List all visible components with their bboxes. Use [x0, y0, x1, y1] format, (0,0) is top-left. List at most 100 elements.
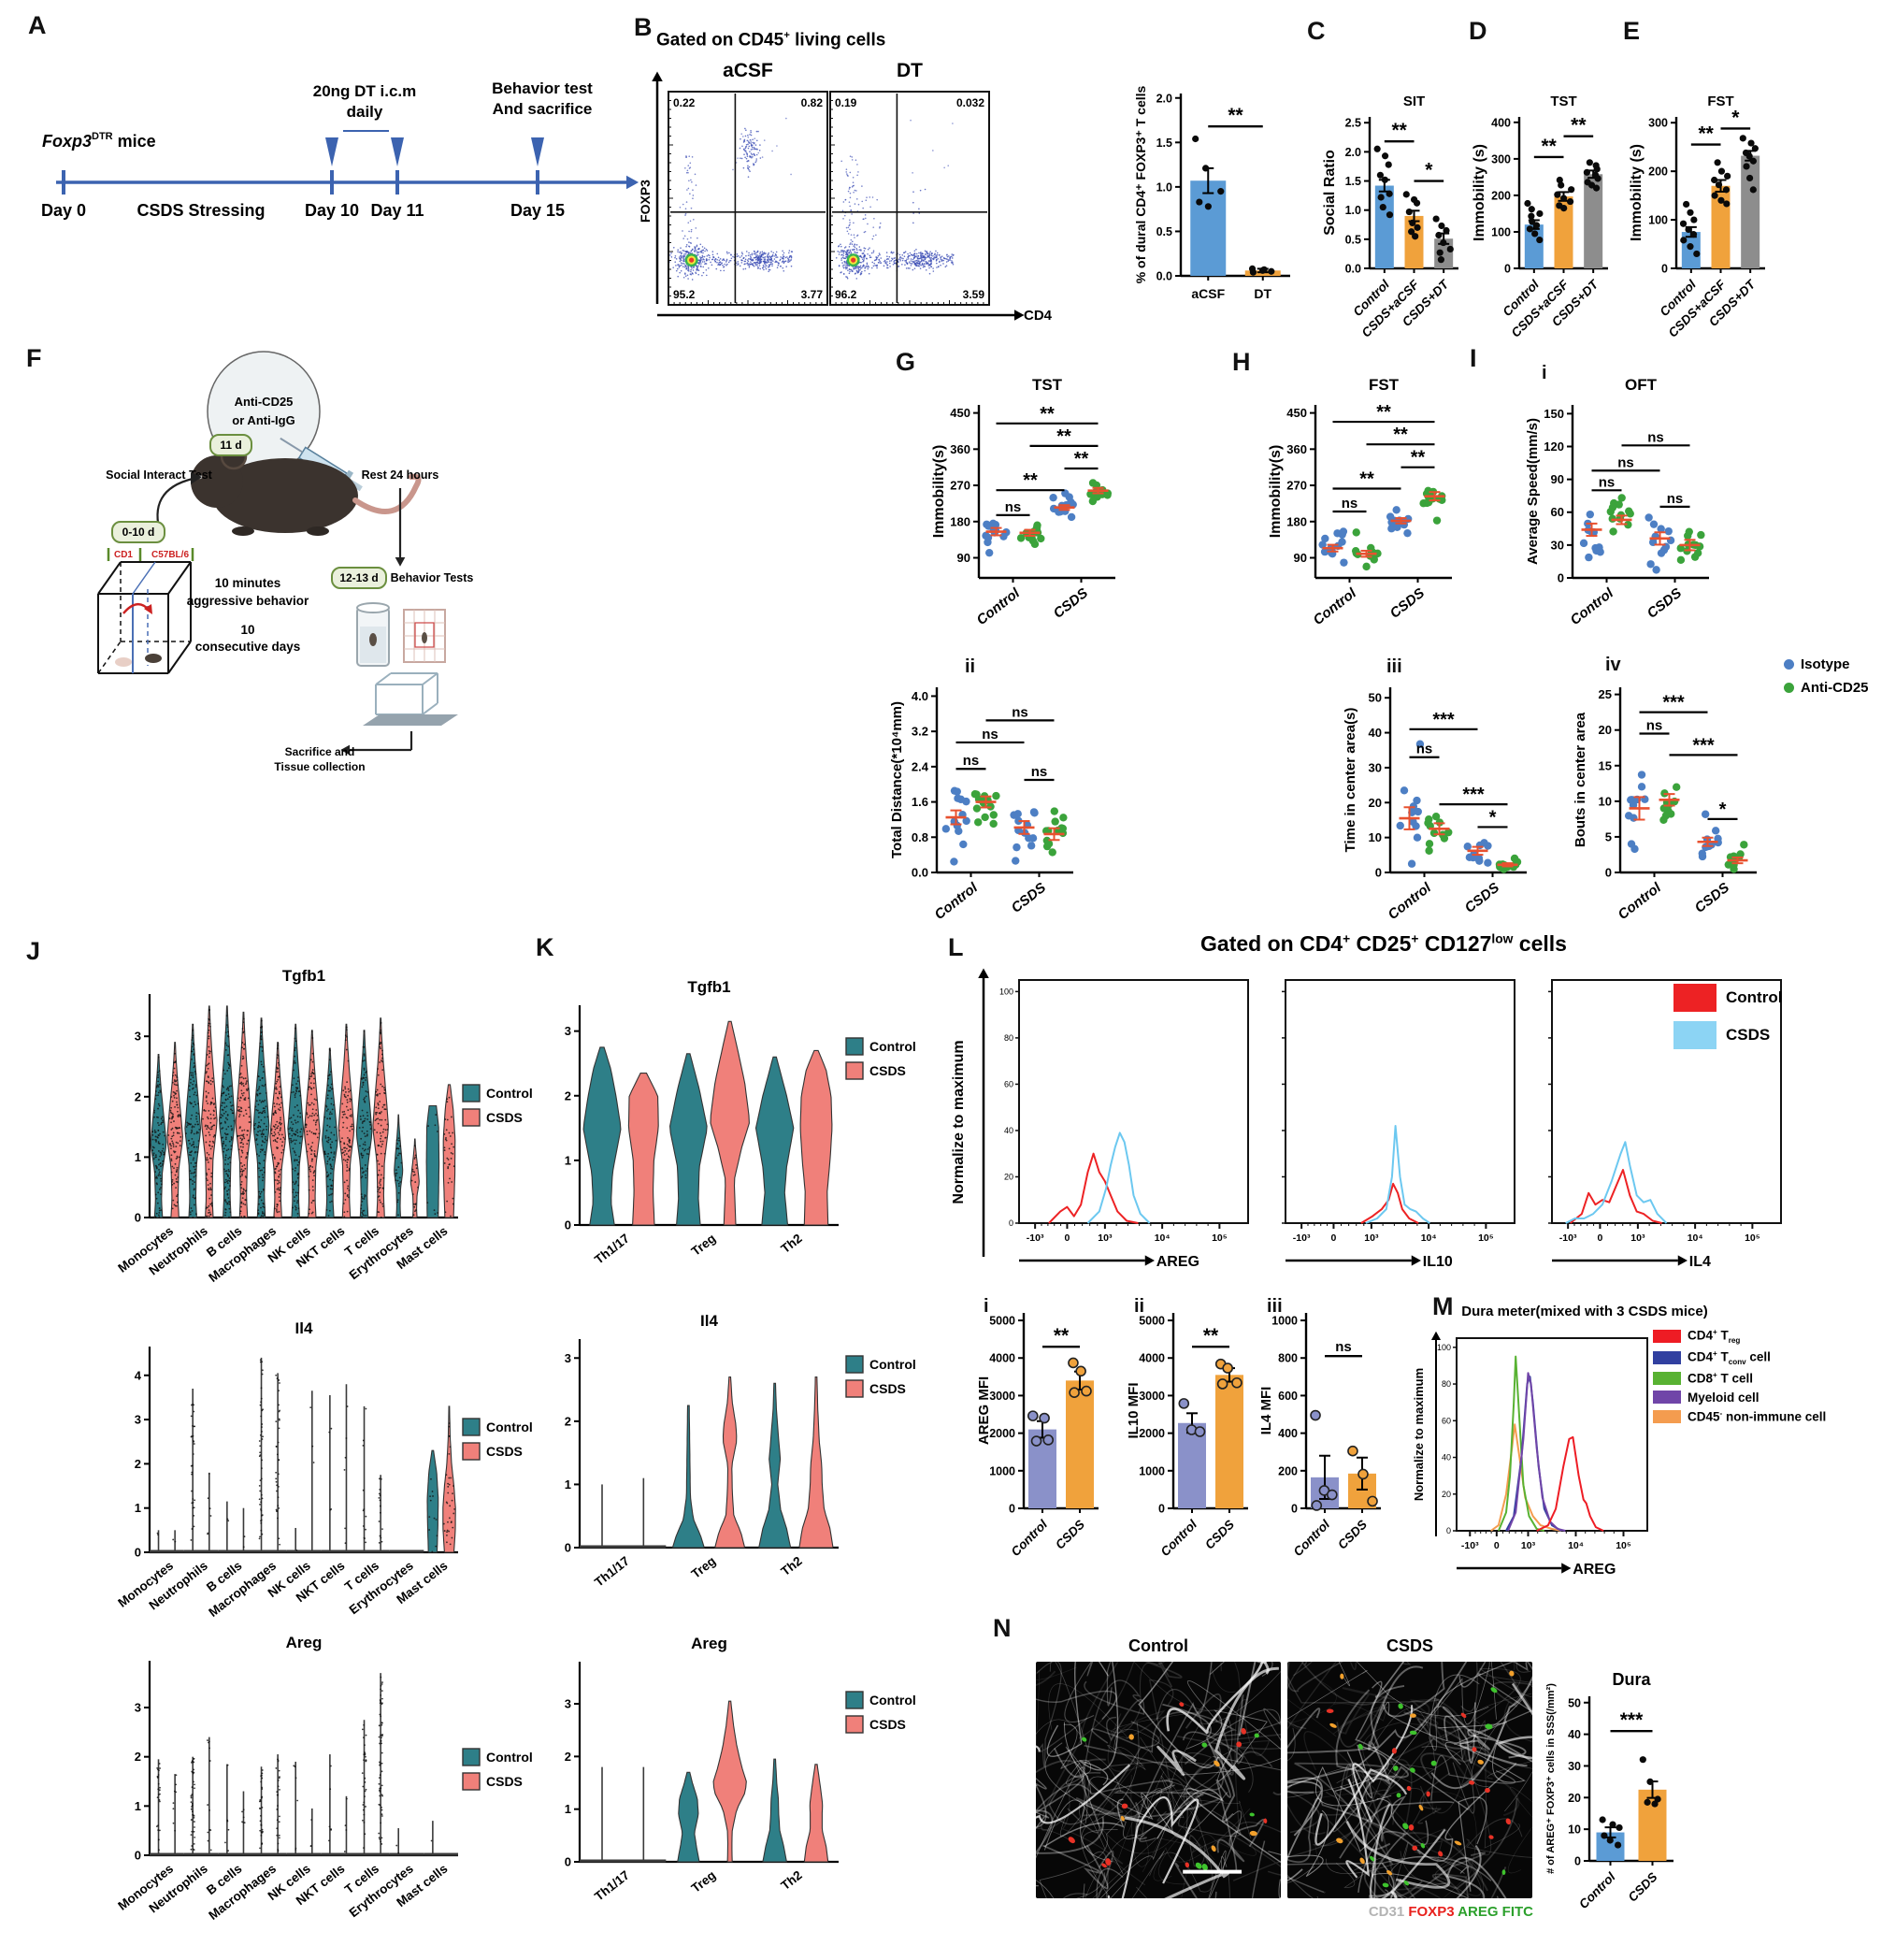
svg-text:**: ** — [1056, 426, 1071, 447]
legend-square-icon — [1653, 1351, 1681, 1365]
legend-label: Control — [1726, 988, 1783, 1006]
svg-text:2: 2 — [565, 1750, 571, 1764]
legend-m-cell-types: CD4+ Treg CD4+ Tconv cell CD8+ T cell Myelo… — [1653, 1328, 1826, 1428]
svg-text:270: 270 — [1286, 479, 1307, 493]
svg-text:0: 0 — [1504, 263, 1511, 276]
svg-text:aCSF: aCSF — [1191, 286, 1225, 301]
svg-text:**: ** — [1411, 448, 1426, 468]
svg-text:CSDS: CSDS — [869, 1063, 906, 1078]
svg-text:Th1/17: Th1/17 — [592, 1232, 632, 1267]
microscopy-image-NM2 — [1287, 1662, 1532, 1898]
svg-text:Control: Control — [1385, 879, 1434, 923]
svg-text:20: 20 — [1369, 796, 1382, 810]
svg-text:3.59: 3.59 — [963, 288, 985, 301]
svg-text:*: * — [1489, 807, 1497, 828]
svg-text:96.2: 96.2 — [835, 288, 857, 301]
svg-text:**: ** — [1541, 136, 1557, 157]
svg-text:-10³: -10³ — [1027, 1232, 1044, 1244]
svg-text:DT: DT — [1254, 286, 1271, 301]
svg-text:2.5: 2.5 — [1345, 117, 1361, 130]
title-segment: + — [783, 30, 790, 41]
svg-text:10: 10 — [1369, 830, 1382, 844]
svg-text:CSDS: CSDS — [869, 1381, 906, 1396]
svg-text:FST: FST — [1707, 94, 1733, 109]
svg-text:40: 40 — [1369, 726, 1382, 740]
svg-text:1: 1 — [565, 1802, 571, 1816]
svg-text:0.8: 0.8 — [912, 830, 928, 844]
svg-text:Areg: Areg — [286, 1634, 323, 1651]
legend-label: Anti-CD25 — [1801, 680, 1869, 696]
svg-text:4: 4 — [135, 1368, 142, 1382]
svg-text:Control: Control — [1567, 584, 1616, 628]
svg-text:Control: Control — [931, 879, 981, 923]
svg-text:ns: ns — [1342, 496, 1358, 512]
svg-text:**: ** — [1376, 402, 1391, 423]
svg-text:FST: FST — [1369, 376, 1400, 394]
chart-K2: 0 1 2 3 Il4 Th1/17 Treg Th2 Control CSDS — [565, 1312, 916, 1590]
panel-label-l: L — [948, 933, 964, 961]
panel-label-k: K — [536, 933, 554, 961]
svg-text:Areg: Areg — [691, 1635, 727, 1652]
caption-stain-label: FOXP3 — [1404, 1904, 1455, 1920]
title-segment: CD25 — [1350, 931, 1412, 956]
svg-text:2: 2 — [135, 1089, 141, 1103]
svg-text:Control: Control — [869, 1039, 916, 1054]
svg-text:2: 2 — [135, 1750, 141, 1764]
svg-text:Treg: Treg — [689, 1232, 719, 1259]
svg-text:2.4: 2.4 — [912, 759, 929, 773]
svg-text:Control: Control — [486, 1750, 533, 1765]
svg-text:OFT: OFT — [1625, 376, 1658, 394]
legend-square-icon — [1673, 984, 1716, 1012]
chart-Bbar: 0.0 0.5 1.0 1.5 2.0 % of dural CD4⁺ FOXP3⁺ T … — [1133, 85, 1290, 301]
svg-text:180: 180 — [950, 514, 970, 528]
svg-text:3.2: 3.2 — [912, 725, 928, 739]
svg-text:**: ** — [1391, 120, 1407, 141]
svg-text:150: 150 — [1544, 407, 1564, 421]
svg-text:90: 90 — [957, 551, 970, 565]
svg-text:1.6: 1.6 — [912, 795, 928, 809]
svg-text:10: 10 — [1599, 794, 1612, 808]
title-segment: cells — [1513, 931, 1567, 956]
title-segment: Gated on CD45 — [656, 30, 784, 50]
svg-text:1.5: 1.5 — [1156, 137, 1172, 150]
svg-text:Social Ratio: Social Ratio — [1322, 150, 1338, 236]
svg-text:450: 450 — [1286, 406, 1307, 420]
title-segment: + — [1343, 931, 1351, 946]
legend-square-icon — [1653, 1330, 1681, 1344]
legend-square-icon — [1653, 1372, 1681, 1386]
panel-label-e: E — [1623, 17, 1641, 45]
caption-stain-label: AREG FITC — [1454, 1904, 1533, 1920]
svg-text:Total Distance(*10⁴mm): Total Distance(*10⁴mm) — [889, 701, 905, 858]
svg-text:**: ** — [1393, 425, 1408, 445]
panel-label-m: M — [1432, 1292, 1454, 1320]
svg-text:TST: TST — [1550, 94, 1576, 109]
svg-text:0: 0 — [1375, 866, 1382, 880]
svg-text:0: 0 — [565, 1218, 571, 1232]
svg-text:1.5: 1.5 — [1345, 175, 1361, 188]
svg-text:0: 0 — [135, 1211, 141, 1225]
title-segment: Gated on CD4 — [1200, 931, 1343, 956]
svg-text:0: 0 — [1605, 866, 1612, 880]
svg-text:0: 0 — [1661, 263, 1668, 276]
svg-text:360: 360 — [1286, 442, 1307, 456]
svg-text:Tgfb1: Tgfb1 — [687, 978, 730, 996]
svg-text:2: 2 — [135, 1457, 141, 1471]
svg-text:0.5: 0.5 — [1156, 225, 1172, 238]
svg-text:**: ** — [1698, 123, 1714, 145]
panel-label-h: H — [1232, 348, 1251, 376]
svg-text:ns: ns — [1647, 429, 1664, 445]
svg-text:*: * — [1731, 107, 1740, 128]
svg-text:2.0: 2.0 — [1156, 92, 1172, 105]
flow-plot-title-dt: DT — [897, 60, 923, 81]
legend-label: CD4+ Treg — [1688, 1328, 1741, 1346]
svg-text:Tgfb1: Tgfb1 — [282, 967, 325, 985]
svg-text:1.0: 1.0 — [1345, 204, 1361, 217]
svg-text:ns: ns — [1599, 474, 1616, 490]
svg-text:90: 90 — [1294, 551, 1307, 565]
microscopy-image-NM1 — [1036, 1662, 1281, 1898]
svg-text:0.82: 0.82 — [801, 96, 824, 109]
